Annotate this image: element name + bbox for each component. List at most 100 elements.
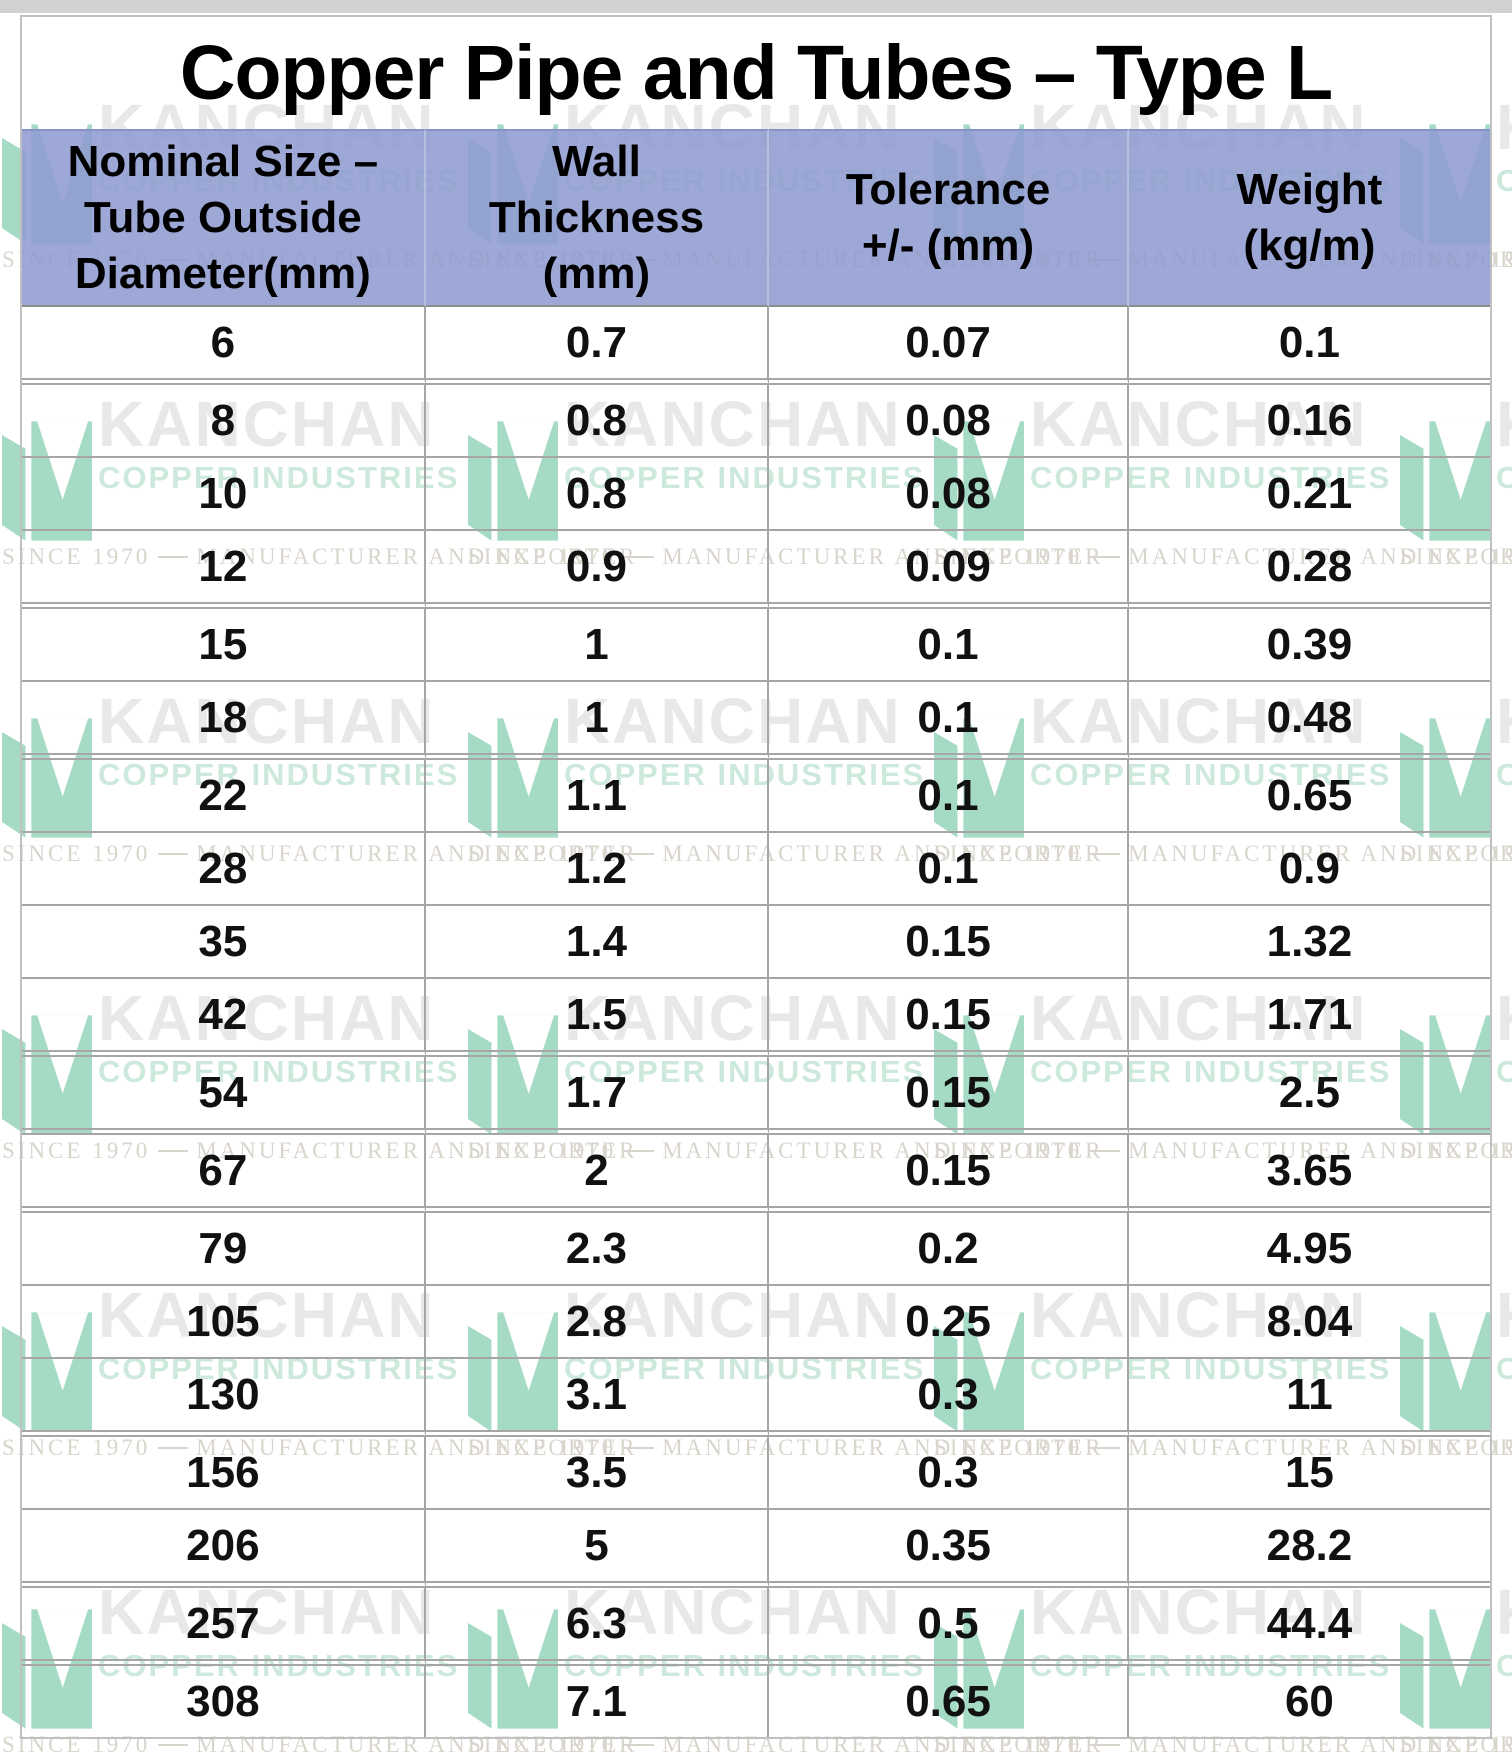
table-body: 6 0.7 0.07 0.1 8 0.8 0.08 0.16 10 0.8 0.08 0.21 12 0.…: [22, 307, 1490, 1737]
page-title: Copper Pipe and Tubes – Type L: [179, 29, 1333, 116]
table-row: 6 0.7 0.07 0.1: [22, 307, 1490, 385]
cell-r9-c1: 35: [22, 906, 426, 979]
cell-r2-c2: 0.8: [425, 385, 770, 458]
cell-r13-c3: 0.2: [769, 1213, 1129, 1286]
column-header-3: Tolerance +/- (mm): [769, 129, 1129, 307]
table-row: 22 1.1 0.1 0.65: [22, 760, 1490, 833]
cell-r16-c4: 15: [1128, 1437, 1490, 1510]
watermark-brand-text: KANCHAN: [1496, 1580, 1512, 1644]
cell-r13-c2: 2.3: [425, 1213, 770, 1286]
table-row: 12 0.9 0.09 0.28: [22, 531, 1490, 609]
cell-r9-c3: 0.15: [769, 906, 1129, 979]
watermark-brand-text: KANCHAN: [1496, 392, 1512, 456]
table-row: 15 1 0.1 0.39: [22, 609, 1490, 682]
cell-r18-c4: 44.4: [1128, 1588, 1490, 1666]
cell-r17-c1: 206: [22, 1510, 426, 1588]
cell-r3-c2: 0.8: [425, 458, 770, 531]
cell-r18-c2: 6.3: [425, 1588, 770, 1666]
table-row: 308 7.1 0.65 60: [22, 1666, 1490, 1737]
watermark-division-text: COPPER INDUSTRIES: [1496, 1054, 1512, 1089]
page-top-edge: [0, 0, 1512, 13]
cell-r9-c2: 1.4: [425, 906, 770, 979]
column-header-1: Nominal Size – Tube Outside Diameter(mm): [22, 129, 426, 307]
cell-r19-c4: 60: [1284, 1676, 1334, 1726]
cell-r10-c4: 1.71: [1128, 979, 1490, 1057]
cell-r1-c1: 6: [22, 307, 426, 385]
watermark-rule: [624, 1744, 655, 1746]
cell-r13-c4: 4.95: [1128, 1213, 1490, 1286]
watermark-division-text: COPPER INDUSTRIES: [1496, 460, 1512, 495]
cell-r1-c4: 0.1: [1128, 307, 1490, 385]
pipe-spec-table: Nominal Size – Tube Outside Diameter(mm)…: [22, 129, 1490, 1737]
table-row: 206 5 0.35 28.2: [22, 1510, 1490, 1588]
cell-r15-c2: 3.1: [425, 1359, 770, 1437]
cell-r15-c4: 11: [1128, 1359, 1490, 1437]
cell-r2-c1: 8: [22, 385, 426, 458]
table-row: 156 3.5 0.3 15: [22, 1437, 1490, 1510]
table-row: 28 1.2 0.1 0.9: [22, 833, 1490, 906]
watermark-division-text: COPPER INDUSTRIES: [1496, 163, 1512, 198]
cell-r6-c3: 0.1: [769, 682, 1129, 760]
column-header-4: Weight (kg/m): [1128, 129, 1490, 307]
cell-r4-c3: 0.09: [769, 531, 1129, 609]
table-row: 8 0.8 0.08 0.16: [22, 385, 1490, 458]
cell-r14-c4: 8.04: [1128, 1286, 1490, 1359]
cell-r18-c3: 0.5: [769, 1588, 1129, 1666]
watermark-division-text: COPPER INDUSTRIES: [1496, 1351, 1512, 1386]
cell-r14-c3: 0.25: [769, 1286, 1129, 1359]
cell-r15-c1: 130: [22, 1359, 426, 1437]
watermark-brand-text: KANCHAN: [1496, 1283, 1512, 1347]
watermark-brand-text: KANCHAN: [1496, 986, 1512, 1050]
watermark-rule: [158, 1744, 189, 1746]
cell-r10-c3: 0.15: [769, 979, 1129, 1057]
cell-r8-c3: 0.1: [769, 833, 1129, 906]
header-row: Nominal Size – Tube Outside Diameter(mm)…: [22, 129, 1490, 307]
cell-r17-c3: 0.35: [769, 1510, 1129, 1588]
cell-r7-c3: 0.1: [769, 760, 1129, 833]
cell-r4-c1: 12: [22, 531, 426, 609]
table-row: 18 1 0.1 0.48: [22, 682, 1490, 760]
cell-r2-c3: 0.08: [769, 385, 1129, 458]
cell-r7-c4: 0.65: [1128, 760, 1490, 833]
watermark-brand-text: KANCHAN: [1496, 95, 1512, 159]
cell-r12-c4: 3.65: [1128, 1135, 1490, 1213]
cell-r19-c1: 308: [22, 1666, 426, 1737]
cell-r11-c4: 2.5: [1128, 1057, 1490, 1135]
cell-r8-c2: 1.2: [425, 833, 770, 906]
cell-r16-c2: 3.5: [425, 1437, 770, 1510]
cell-r13-c1: 79: [22, 1213, 426, 1286]
cell-r12-c3: 0.15: [769, 1135, 1129, 1213]
cell-r7-c1: 22: [22, 760, 426, 833]
table-row: 130 3.1 0.3 11: [22, 1359, 1490, 1437]
cell-r15-c3: 0.3: [769, 1359, 1129, 1437]
cell-r19-c2: 7.1: [426, 1666, 770, 1737]
cell-r12-c1: 67: [22, 1135, 426, 1213]
table-row: 42 1.5 0.15 1.71: [22, 979, 1490, 1057]
cell-r10-c2: 1.5: [425, 979, 770, 1057]
cell-r6-c4: 0.48: [1128, 682, 1490, 760]
cell-r3-c3: 0.08: [769, 458, 1129, 531]
cell-r14-c1: 105: [22, 1286, 426, 1359]
table-row: 79 2.3 0.2 4.95: [22, 1213, 1490, 1286]
cell-r6-c2: 1: [425, 682, 770, 760]
cell-r14-c2: 2.8: [425, 1286, 770, 1359]
cell-r5-c1: 15: [22, 609, 426, 682]
cell-r11-c2: 1.7: [425, 1057, 770, 1135]
cell-r5-c4: 0.39: [1128, 609, 1490, 682]
column-header-2: Wall Thickness (mm): [425, 129, 770, 307]
cell-r19-c3: 0.65: [769, 1666, 1129, 1737]
watermark-division-text: COPPER INDUSTRIES: [1496, 1648, 1512, 1683]
watermark-division-text: COPPER INDUSTRIES: [1496, 757, 1512, 792]
table-row: 257 6.3 0.5 44.4: [22, 1588, 1490, 1666]
cell-r3-c4: 0.21: [1128, 458, 1490, 531]
table-row: 35 1.4 0.15 1.32: [22, 906, 1490, 979]
cell-r10-c1: 42: [22, 979, 426, 1057]
table-row: 54 1.7 0.15 2.5: [22, 1057, 1490, 1135]
cell-r3-c1: 10: [22, 458, 426, 531]
cell-r12-c2: 2: [425, 1135, 770, 1213]
cell-r11-c3: 0.15: [769, 1057, 1129, 1135]
cell-r16-c3: 0.3: [769, 1437, 1129, 1510]
cell-r9-c4: 1.32: [1128, 906, 1490, 979]
table-row: 10 0.8 0.08 0.21: [22, 458, 1490, 531]
